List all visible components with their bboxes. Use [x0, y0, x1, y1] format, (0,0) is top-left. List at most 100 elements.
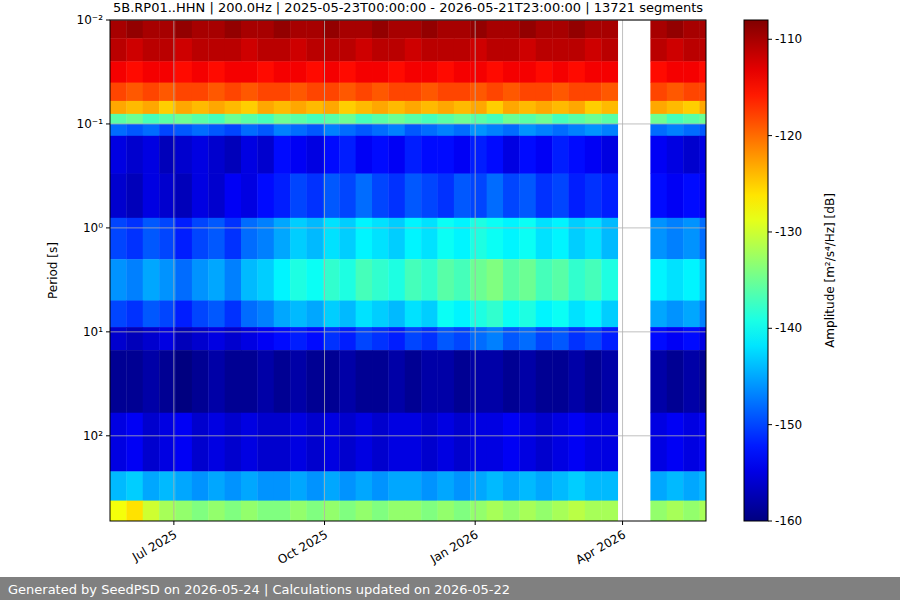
chart: 5B.RP01..HHN | 200.0Hz | 2025-05-23T00:0…	[0, 0, 900, 600]
grid-line	[324, 20, 325, 521]
cell	[438, 136, 455, 174]
cell	[421, 174, 438, 219]
cell	[192, 350, 209, 413]
cell	[290, 301, 307, 328]
cell	[323, 301, 340, 328]
cell	[601, 20, 618, 39]
cell	[176, 38, 193, 61]
cell	[208, 20, 225, 39]
cell	[176, 218, 193, 260]
cell	[290, 114, 307, 124]
cell	[454, 301, 471, 328]
cell	[519, 114, 536, 124]
cell	[405, 174, 422, 219]
cell	[601, 350, 618, 413]
cell	[454, 20, 471, 39]
cell	[126, 61, 143, 83]
cell	[503, 471, 520, 501]
cell	[683, 38, 700, 61]
cell	[487, 413, 504, 472]
cell	[110, 124, 127, 136]
cell	[650, 114, 667, 124]
cell	[683, 174, 700, 219]
cell	[192, 101, 209, 114]
cell	[192, 38, 209, 61]
cell	[388, 124, 405, 136]
cell	[519, 83, 536, 102]
cell	[683, 471, 700, 501]
cell	[585, 61, 602, 83]
cell	[700, 83, 706, 102]
cell	[372, 301, 389, 328]
cell	[438, 61, 455, 83]
cell	[519, 501, 536, 521]
cell	[126, 20, 143, 39]
cell	[470, 501, 487, 521]
cell	[700, 114, 706, 124]
cell	[438, 101, 455, 114]
cell	[700, 61, 706, 83]
cell	[683, 136, 700, 174]
cell	[290, 471, 307, 501]
cell	[585, 501, 602, 521]
cell	[339, 174, 356, 219]
cell	[176, 124, 193, 136]
cell	[159, 83, 176, 102]
cell	[143, 501, 160, 521]
cell	[405, 20, 422, 39]
grid-line	[475, 20, 476, 521]
cell	[323, 174, 340, 219]
cell	[405, 124, 422, 136]
cell	[257, 501, 274, 521]
cell	[421, 101, 438, 114]
cell	[683, 124, 700, 136]
cell	[356, 114, 373, 124]
cell	[700, 327, 706, 350]
cell	[454, 124, 471, 136]
cell	[356, 471, 373, 501]
cell	[585, 20, 602, 39]
cell	[519, 38, 536, 61]
cell	[519, 413, 536, 472]
grid-line	[110, 331, 706, 332]
cell	[176, 501, 193, 521]
cell	[421, 124, 438, 136]
colorbar-tick-label: -130	[775, 225, 802, 239]
cell	[110, 20, 127, 39]
cell	[176, 259, 193, 301]
cell	[274, 501, 291, 521]
cell	[650, 38, 667, 61]
cell	[339, 471, 356, 501]
cell	[388, 501, 405, 521]
cell	[536, 413, 553, 472]
cell	[519, 327, 536, 350]
cell	[585, 174, 602, 219]
colorbar-tick	[768, 424, 772, 425]
cell	[650, 218, 667, 260]
y-tick	[106, 20, 110, 21]
cell	[650, 350, 667, 413]
cell	[307, 114, 324, 124]
cell	[569, 124, 586, 136]
cell	[159, 327, 176, 350]
cell	[159, 350, 176, 413]
y-tick	[106, 123, 110, 124]
cell	[683, 259, 700, 301]
cell	[307, 83, 324, 102]
cell	[159, 471, 176, 501]
cell	[110, 83, 127, 102]
cell	[257, 20, 274, 39]
cell	[388, 101, 405, 114]
cell	[110, 136, 127, 174]
cell	[388, 136, 405, 174]
cell	[388, 350, 405, 413]
cell	[454, 413, 471, 472]
cell	[487, 83, 504, 102]
cell	[110, 413, 127, 472]
cell	[110, 350, 127, 413]
cell	[585, 301, 602, 328]
cell	[487, 38, 504, 61]
cell	[650, 20, 667, 39]
cell	[274, 61, 291, 83]
cell	[487, 114, 504, 124]
